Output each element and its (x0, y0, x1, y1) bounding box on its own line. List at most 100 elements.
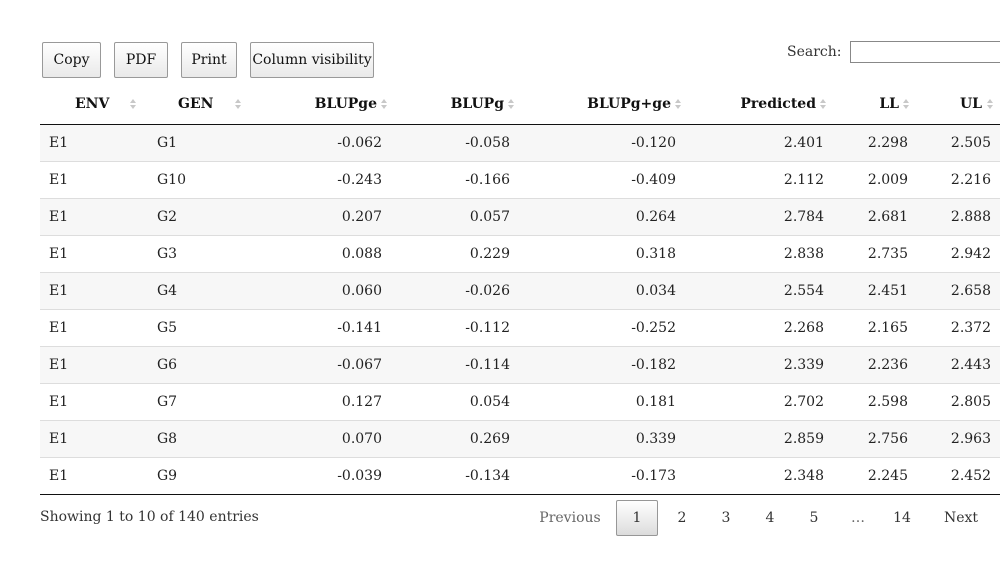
page-button[interactable]: 3 (721, 510, 731, 526)
cell-blupg-ge: 0.318 (519, 235, 685, 273)
next-page-button[interactable]: Next (943, 510, 979, 526)
cell-blupge: -0.243 (248, 161, 391, 199)
cell-ul: 2.443 (917, 346, 1000, 384)
cell-ul: 2.805 (917, 383, 1000, 421)
cell-blupg-ge: -0.173 (519, 457, 685, 495)
sort-icon (130, 99, 137, 110)
search-label: Search: (787, 44, 842, 60)
cell-blupge: -0.141 (248, 309, 391, 347)
copy-button[interactable]: Copy (42, 42, 101, 78)
cell-blupg-ge: 0.339 (519, 420, 685, 458)
column-header-label: LL (879, 96, 899, 112)
cell-predicted: 2.112 (685, 161, 833, 199)
table-body: E1 G1 -0.062 -0.058 -0.120 2.401 2.298 2… (40, 124, 1000, 495)
cell-blupg-ge: 0.181 (519, 383, 685, 421)
column-header-predicted[interactable]: Predicted (685, 86, 833, 125)
cell-gen: G8 (144, 420, 248, 458)
table-row: E1 G6 -0.067 -0.114 -0.182 2.339 2.236 2… (40, 346, 1000, 384)
cell-blupge: 0.070 (248, 420, 391, 458)
cell-gen: G9 (144, 457, 248, 495)
cell-predicted: 2.554 (685, 272, 833, 310)
cell-blupge: 0.207 (248, 198, 391, 236)
cell-blupg: -0.166 (391, 161, 519, 199)
cell-ll: 2.681 (833, 198, 917, 236)
cell-blupg: 0.054 (391, 383, 519, 421)
cell-blupg: 0.229 (391, 235, 519, 273)
cell-ll: 2.009 (833, 161, 917, 199)
page-button[interactable]: 5 (809, 510, 819, 526)
table-row: E1 G10 -0.243 -0.166 -0.409 2.112 2.009 … (40, 161, 1000, 199)
sort-icon (987, 99, 994, 110)
cell-ll: 2.598 (833, 383, 917, 421)
pagination: Previous 1 2 3 4 5 … 14 Next (533, 500, 998, 536)
page-button-last[interactable]: 14 (893, 510, 911, 526)
column-visibility-button[interactable]: Column visibility (250, 42, 374, 78)
cell-ll: 2.165 (833, 309, 917, 347)
export-toolbar: Copy PDF Print Column visibility (42, 42, 387, 78)
pagination-ellipsis: … (851, 510, 865, 526)
cell-blupg-ge: 0.264 (519, 198, 685, 236)
column-header-ll[interactable]: LL (833, 86, 917, 125)
column-header-label: BLUPg (450, 96, 504, 112)
cell-ll: 2.236 (833, 346, 917, 384)
cell-env: E1 (40, 272, 144, 310)
cell-blupge: -0.067 (248, 346, 391, 384)
cell-gen: G3 (144, 235, 248, 273)
column-header-blupg-ge[interactable]: BLUPg+ge (519, 86, 685, 125)
print-button[interactable]: Print (181, 42, 237, 78)
table-row: E1 G2 0.207 0.057 0.264 2.784 2.681 2.88… (40, 198, 1000, 236)
cell-env: E1 (40, 198, 144, 236)
cell-gen: G2 (144, 198, 248, 236)
column-header-blupge[interactable]: BLUPge (248, 86, 391, 125)
column-header-gen[interactable]: GEN (144, 86, 248, 125)
cell-gen: G5 (144, 309, 248, 347)
cell-predicted: 2.348 (685, 457, 833, 495)
column-header-blupg[interactable]: BLUPg (391, 86, 519, 125)
table-row: E1 G3 0.088 0.229 0.318 2.838 2.735 2.94… (40, 235, 1000, 273)
cell-env: E1 (40, 457, 144, 495)
cell-predicted: 2.784 (685, 198, 833, 236)
previous-page-button[interactable]: Previous (539, 510, 601, 526)
table-row: E1 G7 0.127 0.054 0.181 2.702 2.598 2.80… (40, 383, 1000, 421)
cell-env: E1 (40, 124, 144, 162)
cell-ul: 2.372 (917, 309, 1000, 347)
cell-gen: G1 (144, 124, 248, 162)
cell-predicted: 2.339 (685, 346, 833, 384)
page-button-current[interactable]: 1 (616, 500, 658, 536)
table-row: E1 G8 0.070 0.269 0.339 2.859 2.756 2.96… (40, 420, 1000, 458)
column-header-label: BLUPg+ge (587, 96, 671, 112)
cell-gen: G7 (144, 383, 248, 421)
sort-icon (235, 99, 242, 110)
cell-blupg: -0.058 (391, 124, 519, 162)
cell-ul: 2.452 (917, 457, 1000, 495)
cell-gen: G6 (144, 346, 248, 384)
table-row: E1 G1 -0.062 -0.058 -0.120 2.401 2.298 2… (40, 124, 1000, 162)
sort-icon (675, 99, 682, 110)
cell-ul: 2.888 (917, 198, 1000, 236)
data-table: ENV GEN BLUPge BLUPg BLUPg+ge Predicted (40, 86, 1000, 495)
table-row: E1 G4 0.060 -0.026 0.034 2.554 2.451 2.6… (40, 272, 1000, 310)
page-button[interactable]: 2 (677, 510, 687, 526)
cell-blupg-ge: -0.182 (519, 346, 685, 384)
page-button[interactable]: 4 (765, 510, 775, 526)
cell-ll: 2.245 (833, 457, 917, 495)
cell-ll: 2.451 (833, 272, 917, 310)
column-header-ul[interactable]: UL (917, 86, 1000, 125)
cell-blupg-ge: -0.252 (519, 309, 685, 347)
table-info: Showing 1 to 10 of 140 entries (40, 509, 259, 525)
search-input[interactable] (849, 41, 1000, 63)
column-header-env[interactable]: ENV (40, 86, 144, 125)
cell-predicted: 2.268 (685, 309, 833, 347)
cell-blupg: 0.269 (391, 420, 519, 458)
pdf-button[interactable]: PDF (114, 42, 168, 78)
cell-env: E1 (40, 420, 144, 458)
table-row: E1 G5 -0.141 -0.112 -0.252 2.268 2.165 2… (40, 309, 1000, 347)
column-header-label: Predicted (740, 96, 816, 112)
cell-blupg: 0.057 (391, 198, 519, 236)
cell-blupge: 0.060 (248, 272, 391, 310)
cell-blupg: -0.114 (391, 346, 519, 384)
cell-blupg: -0.134 (391, 457, 519, 495)
cell-blupge: 0.127 (248, 383, 391, 421)
cell-predicted: 2.401 (685, 124, 833, 162)
cell-blupge: 0.088 (248, 235, 391, 273)
